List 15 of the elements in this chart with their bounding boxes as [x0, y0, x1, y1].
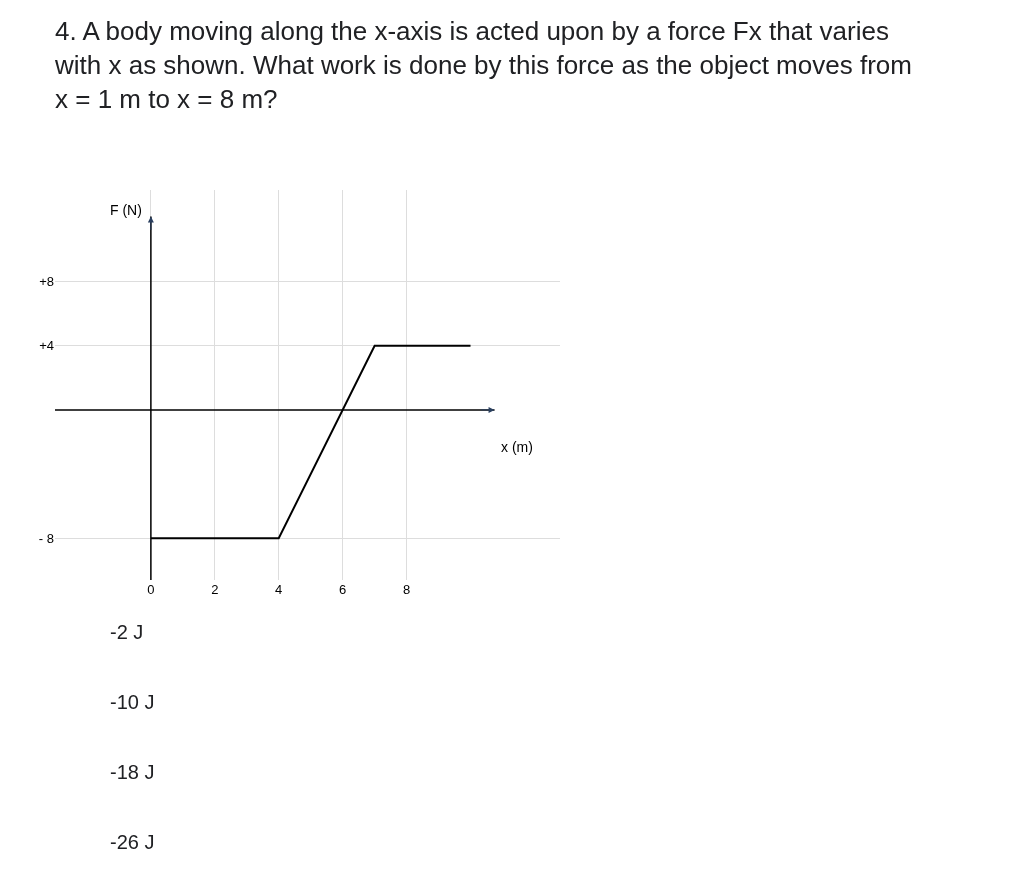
- chart-title: 4. A body moving along the x-axis is acted upon by a force Fx that varies with x as shown. What work is done by this force as the object moves from x = 1 m to x = 8 m?: [54, 16, 912, 114]
- x-tick-label: 4: [275, 582, 283, 597]
- x-tick-label: 6: [339, 582, 347, 597]
- y-tick-label: +4: [39, 338, 54, 354]
- y-tick-label: +8: [39, 274, 54, 290]
- x-tick-label: 0: [147, 582, 155, 597]
- text: -18 J: [110, 761, 155, 783]
- x-tick-label: 2: [211, 582, 219, 597]
- y-axis-title: F (N): [110, 202, 142, 218]
- text: -26 J: [110, 831, 155, 853]
- y-tick-label: - 8: [38, 530, 54, 546]
- x-axis-title: x (m): [501, 439, 533, 455]
- text: -2 J: [110, 621, 144, 643]
- x-tick-label: 8: [402, 582, 411, 597]
- text: -10 J: [110, 691, 155, 713]
